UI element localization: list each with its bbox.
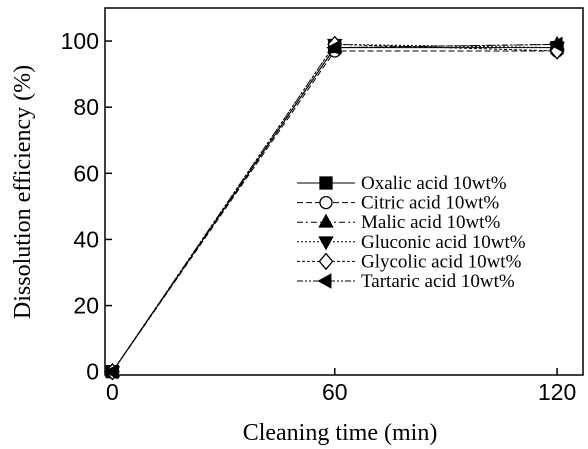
marker xyxy=(318,213,334,228)
x-tick-label: 120 xyxy=(538,379,576,405)
x-tick-label: 60 xyxy=(322,379,348,405)
x-tick-label: 0 xyxy=(106,379,119,405)
y-axis-label: Dissolution efficiency (%) xyxy=(10,65,36,319)
y-tick-label: 40 xyxy=(73,226,99,252)
legend-label: Tartaric acid 10wt% xyxy=(361,271,515,292)
y-tick-label: 60 xyxy=(73,160,99,186)
y-tick-label: 20 xyxy=(73,293,99,319)
legend-label: Gluconic acid 10wt% xyxy=(361,232,526,253)
y-tick-label: 0 xyxy=(86,359,99,385)
marker xyxy=(318,236,334,251)
x-axis-label: Cleaning time (min) xyxy=(243,420,438,446)
legend-label: Citric acid 10wt% xyxy=(361,193,499,214)
plot-frame xyxy=(104,7,584,376)
marker xyxy=(103,363,118,380)
marker xyxy=(548,36,563,53)
marker xyxy=(317,273,332,289)
marker xyxy=(326,39,341,56)
y-tick-label: 100 xyxy=(61,28,99,54)
marker xyxy=(319,195,333,210)
legend-label: Glycolic acid 10wt% xyxy=(361,251,522,272)
marker xyxy=(318,252,334,271)
marker xyxy=(319,176,333,190)
y-tick-label: 80 xyxy=(73,94,99,120)
legend-label: Oxalic acid 10wt% xyxy=(361,173,507,194)
legend-label: Malic acid 10wt% xyxy=(361,212,500,233)
